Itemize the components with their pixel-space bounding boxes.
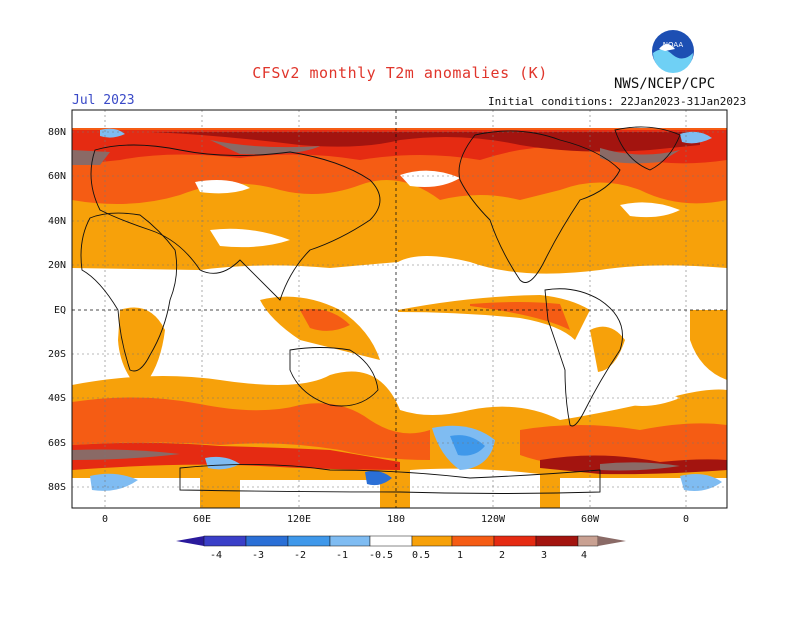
colorbar-label: -1	[336, 550, 348, 561]
colorbar-label: 2	[499, 550, 505, 561]
map-title: CFSv2 monthly T2m anomalies (K)	[252, 64, 548, 82]
colorbar-label: -0.5	[369, 550, 393, 561]
colorbar-label: 3	[541, 550, 547, 561]
lon-label: 0	[102, 514, 108, 525]
colorbar-segment	[535, 535, 579, 547]
lat-label: 20N	[48, 260, 66, 271]
lat-label: EQ	[54, 305, 66, 316]
lon-label: 120W	[481, 514, 506, 525]
lat-label: 80S	[48, 482, 66, 493]
lon-label: 60E	[193, 514, 211, 525]
lat-label: 60N	[48, 171, 66, 182]
colorbar-segment	[287, 535, 331, 547]
colorbar-segment	[451, 535, 495, 547]
lon-label: 180	[387, 514, 405, 525]
noaa-logo-icon: NOAA	[652, 30, 694, 73]
colorbar-label: -2	[294, 550, 306, 561]
coastlines	[80, 126, 681, 494]
lat-label: 60S	[48, 438, 66, 449]
lat-label: 80N	[48, 127, 66, 138]
map-frame	[71, 109, 728, 509]
lat-label: 40N	[48, 216, 66, 227]
colorbar-arrow-cold	[176, 536, 204, 546]
lon-label: 60W	[581, 514, 600, 525]
longitude-labels: 0 60E 120E 180 120W 60W 0	[102, 514, 689, 525]
agency-label: NWS/NCEP/CPC	[614, 76, 716, 92]
colorbar: -4 -3 -2 -1 -0.5 0.5 1 2 3 4	[176, 535, 626, 561]
forecast-month: Jul 2023	[72, 93, 135, 108]
colorbar-label: 4	[581, 550, 587, 561]
colorbar-label: 1	[457, 550, 463, 561]
colorbar-label: -3	[252, 550, 264, 561]
colorbar-segment	[203, 535, 247, 547]
equator-dateline	[72, 110, 727, 508]
colorbar-segment	[245, 535, 289, 547]
colorbar-segment	[493, 535, 537, 547]
lon-label: 120E	[287, 514, 311, 525]
colorbar-segment	[577, 535, 599, 547]
colorbar-arrow-warm	[598, 536, 626, 546]
anomaly-fields	[72, 110, 727, 508]
colorbar-segment	[329, 535, 371, 547]
colorbar-segment	[369, 535, 413, 547]
lat-label: 40S	[48, 393, 66, 404]
logo-text: NOAA	[663, 41, 684, 49]
latitude-labels: 80N 60N 40N 20N EQ 20S 40S 60S 80S	[48, 127, 66, 493]
colorbar-label: 0.5	[412, 550, 430, 561]
initial-conditions: Initial conditions: 22Jan2023-31Jan2023	[488, 95, 747, 108]
colorbar-segment	[411, 535, 453, 547]
lat-label: 20S	[48, 349, 66, 360]
lon-label: 0	[683, 514, 689, 525]
colorbar-label: -4	[210, 550, 222, 561]
